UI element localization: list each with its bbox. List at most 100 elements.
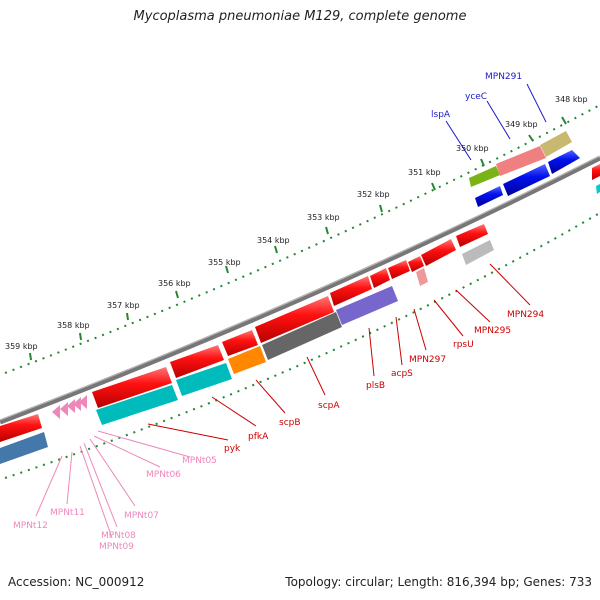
gene-plsB-blue[interactable]: [336, 286, 398, 325]
gene-pyk[interactable]: [92, 367, 172, 408]
label-rpsU: rpsU: [453, 340, 474, 350]
tick-mark: [175, 290, 179, 299]
gene-left-red[interactable]: [0, 414, 42, 442]
trna-MPNt07[interactable]: [79, 395, 87, 409]
label-MPNt07: MPNt07: [124, 511, 159, 521]
label-pyk: pyk: [224, 444, 241, 454]
trna-MPNt11[interactable]: [60, 402, 68, 416]
inner-ruler: [4, 213, 599, 479]
genome-backbone: [0, 155, 600, 425]
genome-summary-text: Topology: circular; Length: 816,394 bp; …: [285, 575, 592, 589]
trna-MPNt12[interactable]: [52, 405, 60, 419]
leader-MPNt06: [93, 435, 161, 468]
leader-plsB: [368, 327, 375, 377]
label-acpS: acpS: [391, 369, 413, 379]
leader-MPN294: [489, 263, 531, 306]
gene-scpA-grey[interactable]: [262, 312, 342, 360]
tick-mark: [379, 204, 383, 213]
gene-blue-1[interactable]: [475, 186, 503, 207]
gene-yceC[interactable]: [496, 146, 546, 176]
tick-label: 351 kbp: [408, 168, 441, 177]
tick-label: 356 kbp: [158, 279, 191, 288]
leader-acpS: [395, 316, 403, 366]
gene-pfkA[interactable]: [170, 345, 224, 378]
tick-label: 358 kbp: [57, 321, 90, 330]
gene-acpS[interactable]: [370, 268, 390, 288]
tick-mark: [225, 265, 229, 274]
leader-MPN291: [526, 83, 547, 123]
accession-text: Accession: NC_000912: [8, 575, 145, 589]
tick-mark: [29, 352, 32, 361]
gene-blue-2[interactable]: [503, 164, 550, 196]
label-MPNt06: MPNt06: [146, 470, 181, 480]
gene-right-teal[interactable]: [596, 184, 600, 194]
tick-mark: [79, 332, 82, 341]
label-lspA: lspA: [431, 110, 451, 120]
label-scpA: scpA: [318, 401, 340, 411]
tick-mark: [126, 312, 129, 321]
label-plsB: plsB: [366, 381, 385, 391]
leader-MPNt11: [66, 451, 73, 505]
gene-pfkA-cyan[interactable]: [176, 363, 232, 396]
leader-lspA: [445, 120, 472, 161]
tick-mark: [480, 158, 485, 167]
leader-MPNt08: [83, 442, 118, 528]
trna-MPNt08[interactable]: [73, 397, 81, 411]
leader-MPNt12: [35, 455, 63, 517]
leader-scpA: [306, 356, 326, 396]
label-scpB: scpB: [279, 418, 301, 428]
tick-label: 350 kbp: [456, 144, 489, 153]
tick-label: 352 kbp: [357, 190, 390, 199]
leader-pfkA: [211, 396, 257, 427]
label-MPNt08: MPNt08: [101, 531, 136, 541]
gene-MPN291[interactable]: [540, 131, 572, 157]
tick-label: 359 kbp: [5, 342, 38, 351]
gene-MPN294[interactable]: [456, 224, 488, 247]
tick-label: 349 kbp: [505, 120, 538, 129]
leader-MPNt07: [89, 438, 136, 507]
tick-label: 353 kbp: [307, 213, 340, 222]
gene-scpB-orange[interactable]: [228, 346, 266, 374]
label-pfkA: pfkA: [248, 432, 269, 442]
tick-mark: [274, 245, 278, 254]
leader-MPNt09: [79, 445, 113, 539]
gene-left-steel[interactable]: [0, 432, 48, 464]
label-MPNt12: MPNt12: [13, 521, 48, 531]
gene-small-pink[interactable]: [416, 268, 428, 286]
label-MPN291: MPN291: [485, 72, 522, 82]
label-MPN295: MPN295: [474, 326, 511, 336]
label-MPNt05: MPNt05: [182, 456, 217, 466]
leader-yceC: [486, 100, 511, 140]
gene-rpsU[interactable]: [408, 256, 424, 272]
label-MPNt11: MPNt11: [50, 508, 85, 518]
label-MPN297: MPN297: [409, 355, 446, 365]
tick-label: 354 kbp: [257, 236, 290, 245]
gene-scpA[interactable]: [255, 296, 334, 343]
label-MPNt09: MPNt09: [99, 542, 134, 552]
trna-MPNt09[interactable]: [67, 399, 75, 413]
map-title: Mycoplasma pneumoniae M129, complete gen…: [133, 9, 467, 24]
leader-MPNt05: [97, 430, 191, 458]
gene-scpB[interactable]: [222, 330, 258, 356]
gene-MPN294-grey[interactable]: [462, 240, 494, 265]
gene-pyk-cyan[interactable]: [96, 385, 178, 425]
gene-blue-3[interactable]: [548, 150, 580, 174]
gene-right-red[interactable]: [592, 164, 600, 180]
label-MPN294: MPN294: [507, 310, 544, 320]
gene-lspA[interactable]: [469, 166, 500, 187]
tick-label: 357 kbp: [107, 301, 140, 310]
tick-label: 355 kbp: [208, 258, 241, 267]
tick-label: 348 kbp: [555, 95, 588, 104]
leader-pyk: [147, 423, 229, 441]
leader-MPN295: [455, 289, 491, 323]
outer-ruler: [4, 105, 599, 374]
leader-scpB: [255, 379, 286, 414]
leader-MPN297: [413, 308, 427, 351]
gene-MPN297[interactable]: [388, 260, 410, 279]
leader-rpsU: [433, 299, 464, 337]
gene-plsB[interactable]: [330, 276, 372, 306]
tick-mark: [528, 134, 534, 142]
tick-mark: [431, 182, 436, 191]
tick-mark: [561, 116, 567, 125]
gene-MPN295[interactable]: [421, 239, 456, 266]
